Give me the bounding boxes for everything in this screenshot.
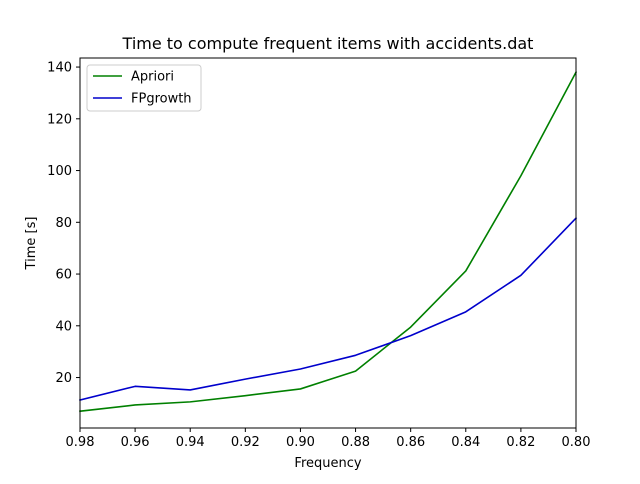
x-tick-label: 0.88	[341, 435, 370, 450]
x-tick-label: 0.92	[231, 435, 260, 450]
plot-area	[79, 57, 578, 429]
chart-title: Time to compute frequent items with acci…	[122, 34, 534, 53]
series-line-fpgrowth	[79, 217, 578, 402]
y-tick-label: 60	[55, 268, 72, 283]
legend: Apriori FPgrowth	[86, 64, 202, 112]
x-tick-label: 0.86	[396, 435, 425, 450]
y-tick-label: 40	[55, 319, 72, 334]
x-tick-label: 0.98	[66, 435, 95, 450]
y-tick-label: 100	[47, 164, 72, 179]
x-axis-label: Frequency	[294, 456, 361, 471]
series-line-apriori	[79, 71, 578, 413]
plot-frame	[79, 57, 577, 429]
x-axis: 0.98 0.96 0.94 0.92 0.90 0.88 0.86 0.84 0.82 0.80	[66, 428, 591, 450]
legend-label-fpgrowth: FPgrowth	[131, 92, 192, 107]
y-axis: 20 40 60 80 100 120 140	[47, 61, 80, 386]
x-tick-label: 0.80	[562, 435, 591, 450]
x-tick-label: 0.96	[121, 435, 150, 450]
legend-label-apriori: Apriori	[131, 70, 174, 85]
y-axis-label: Time [s]	[24, 217, 39, 271]
y-tick-label: 120	[47, 112, 72, 127]
x-tick-label: 0.94	[176, 435, 205, 450]
x-tick-label: 0.90	[286, 435, 315, 450]
series-layer	[79, 71, 578, 413]
x-tick-label: 0.84	[451, 435, 480, 450]
y-tick-label: 80	[55, 216, 72, 231]
y-tick-label: 20	[55, 371, 72, 386]
y-tick-label: 140	[47, 61, 72, 76]
x-tick-label: 0.82	[506, 435, 535, 450]
